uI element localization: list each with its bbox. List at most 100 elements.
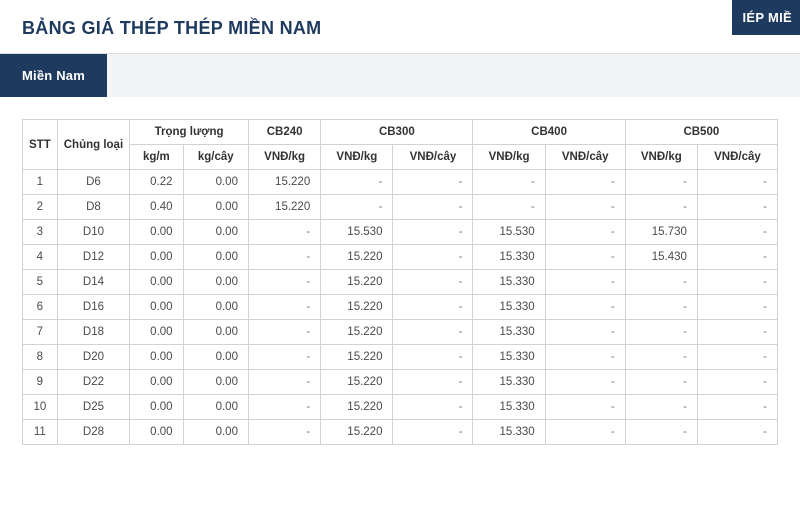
- table-cell: D6: [57, 170, 129, 195]
- table-cell: 0.00: [130, 220, 183, 245]
- th-kgm: kg/m: [130, 145, 183, 170]
- table-cell: -: [697, 420, 777, 445]
- table-row: 6D160.000.00-15.220-15.330---: [23, 295, 778, 320]
- table-cell: D12: [57, 245, 129, 270]
- table-cell: -: [248, 395, 320, 420]
- table-cell: -: [697, 170, 777, 195]
- th-kgcay: kg/cây: [183, 145, 248, 170]
- table-cell: 0.00: [183, 420, 248, 445]
- table-cell: 0.00: [183, 295, 248, 320]
- table-cell: -: [393, 420, 473, 445]
- table-cell: D25: [57, 395, 129, 420]
- table-row: 1D60.220.0015.220------: [23, 170, 778, 195]
- th-type: Chủng loại: [57, 120, 129, 170]
- table-cell: -: [248, 295, 320, 320]
- th-cb400-vndkg: VNĐ/kg: [473, 145, 545, 170]
- table-cell: 15.730: [625, 220, 697, 245]
- table-cell: 2: [23, 195, 58, 220]
- table-cell: -: [393, 395, 473, 420]
- table-cell: -: [697, 195, 777, 220]
- table-cell: 0.00: [183, 195, 248, 220]
- content: STT Chủng loại Trọng lượng CB240 CB300 C…: [0, 97, 800, 445]
- table-cell: -: [393, 245, 473, 270]
- table-cell: -: [545, 270, 625, 295]
- table-cell: -: [545, 295, 625, 320]
- th-cb300-vndcay: VNĐ/cây: [393, 145, 473, 170]
- table-cell: 15.330: [473, 270, 545, 295]
- table-cell: 15.220: [321, 320, 393, 345]
- th-cb400: CB400: [473, 120, 625, 145]
- table-cell: -: [393, 195, 473, 220]
- table-cell: 0.00: [183, 270, 248, 295]
- th-cb500: CB500: [625, 120, 777, 145]
- table-cell: -: [545, 370, 625, 395]
- table-cell: D8: [57, 195, 129, 220]
- table-cell: 3: [23, 220, 58, 245]
- table-cell: D28: [57, 420, 129, 445]
- table-head: STT Chủng loại Trọng lượng CB240 CB300 C…: [23, 120, 778, 170]
- table-cell: -: [625, 395, 697, 420]
- table-cell: 15.220: [248, 170, 320, 195]
- table-cell: 15.330: [473, 420, 545, 445]
- table-row: 5D140.000.00-15.220-15.330---: [23, 270, 778, 295]
- table-cell: -: [545, 195, 625, 220]
- table-cell: 15.430: [625, 245, 697, 270]
- table-row: 9D220.000.00-15.220-15.330---: [23, 370, 778, 395]
- table-cell: -: [248, 345, 320, 370]
- table-cell: 4: [23, 245, 58, 270]
- table-cell: -: [625, 320, 697, 345]
- table-cell: 15.330: [473, 320, 545, 345]
- table-row: 2D80.400.0015.220------: [23, 195, 778, 220]
- table-cell: -: [248, 320, 320, 345]
- table-cell: 15.220: [321, 270, 393, 295]
- table-cell: -: [697, 295, 777, 320]
- table-cell: 15.330: [473, 345, 545, 370]
- tabs-bar: Miền Nam: [0, 53, 800, 97]
- header: BẢNG GIÁ THÉP THÉP MIỀN NAM IÉP MIỀ: [0, 0, 800, 53]
- table-cell: 15.220: [321, 245, 393, 270]
- tab-mien-nam[interactable]: Miền Nam: [0, 54, 107, 97]
- th-stt: STT: [23, 120, 58, 170]
- table-cell: 0.00: [130, 395, 183, 420]
- table-cell: -: [625, 420, 697, 445]
- table-cell: -: [697, 345, 777, 370]
- th-cb240-vndkg: VNĐ/kg: [248, 145, 320, 170]
- table-cell: -: [393, 295, 473, 320]
- table-cell: -: [697, 220, 777, 245]
- table-cell: 15.220: [321, 395, 393, 420]
- table-cell: 0.00: [183, 245, 248, 270]
- table-cell: -: [545, 345, 625, 370]
- table-cell: 15.330: [473, 295, 545, 320]
- table-row: 10D250.000.00-15.220-15.330---: [23, 395, 778, 420]
- table-cell: -: [545, 320, 625, 345]
- table-cell: -: [393, 345, 473, 370]
- table-cell: -: [393, 270, 473, 295]
- table-cell: -: [545, 220, 625, 245]
- table-cell: 1: [23, 170, 58, 195]
- table-cell: -: [625, 270, 697, 295]
- table-cell: 7: [23, 320, 58, 345]
- table-cell: -: [697, 370, 777, 395]
- th-cb300-vndkg: VNĐ/kg: [321, 145, 393, 170]
- table-cell: 15.220: [248, 195, 320, 220]
- table-cell: 15.220: [321, 370, 393, 395]
- table-cell: 0.40: [130, 195, 183, 220]
- table-cell: 15.220: [321, 345, 393, 370]
- page-title: BẢNG GIÁ THÉP THÉP MIỀN NAM: [22, 18, 778, 39]
- table-cell: -: [248, 420, 320, 445]
- table-row: 4D120.000.00-15.220-15.330-15.430-: [23, 245, 778, 270]
- table-cell: 15.220: [321, 420, 393, 445]
- table-cell: 0.22: [130, 170, 183, 195]
- table-cell: 0.00: [130, 345, 183, 370]
- table-cell: -: [248, 245, 320, 270]
- table-cell: 15.220: [321, 295, 393, 320]
- table-cell: 15.530: [473, 220, 545, 245]
- table-cell: -: [625, 195, 697, 220]
- table-cell: 15.330: [473, 245, 545, 270]
- table-cell: -: [545, 245, 625, 270]
- table-cell: 0.00: [183, 370, 248, 395]
- table-cell: 0.00: [130, 420, 183, 445]
- table-cell: -: [393, 170, 473, 195]
- table-cell: 0.00: [183, 395, 248, 420]
- table-cell: -: [321, 195, 393, 220]
